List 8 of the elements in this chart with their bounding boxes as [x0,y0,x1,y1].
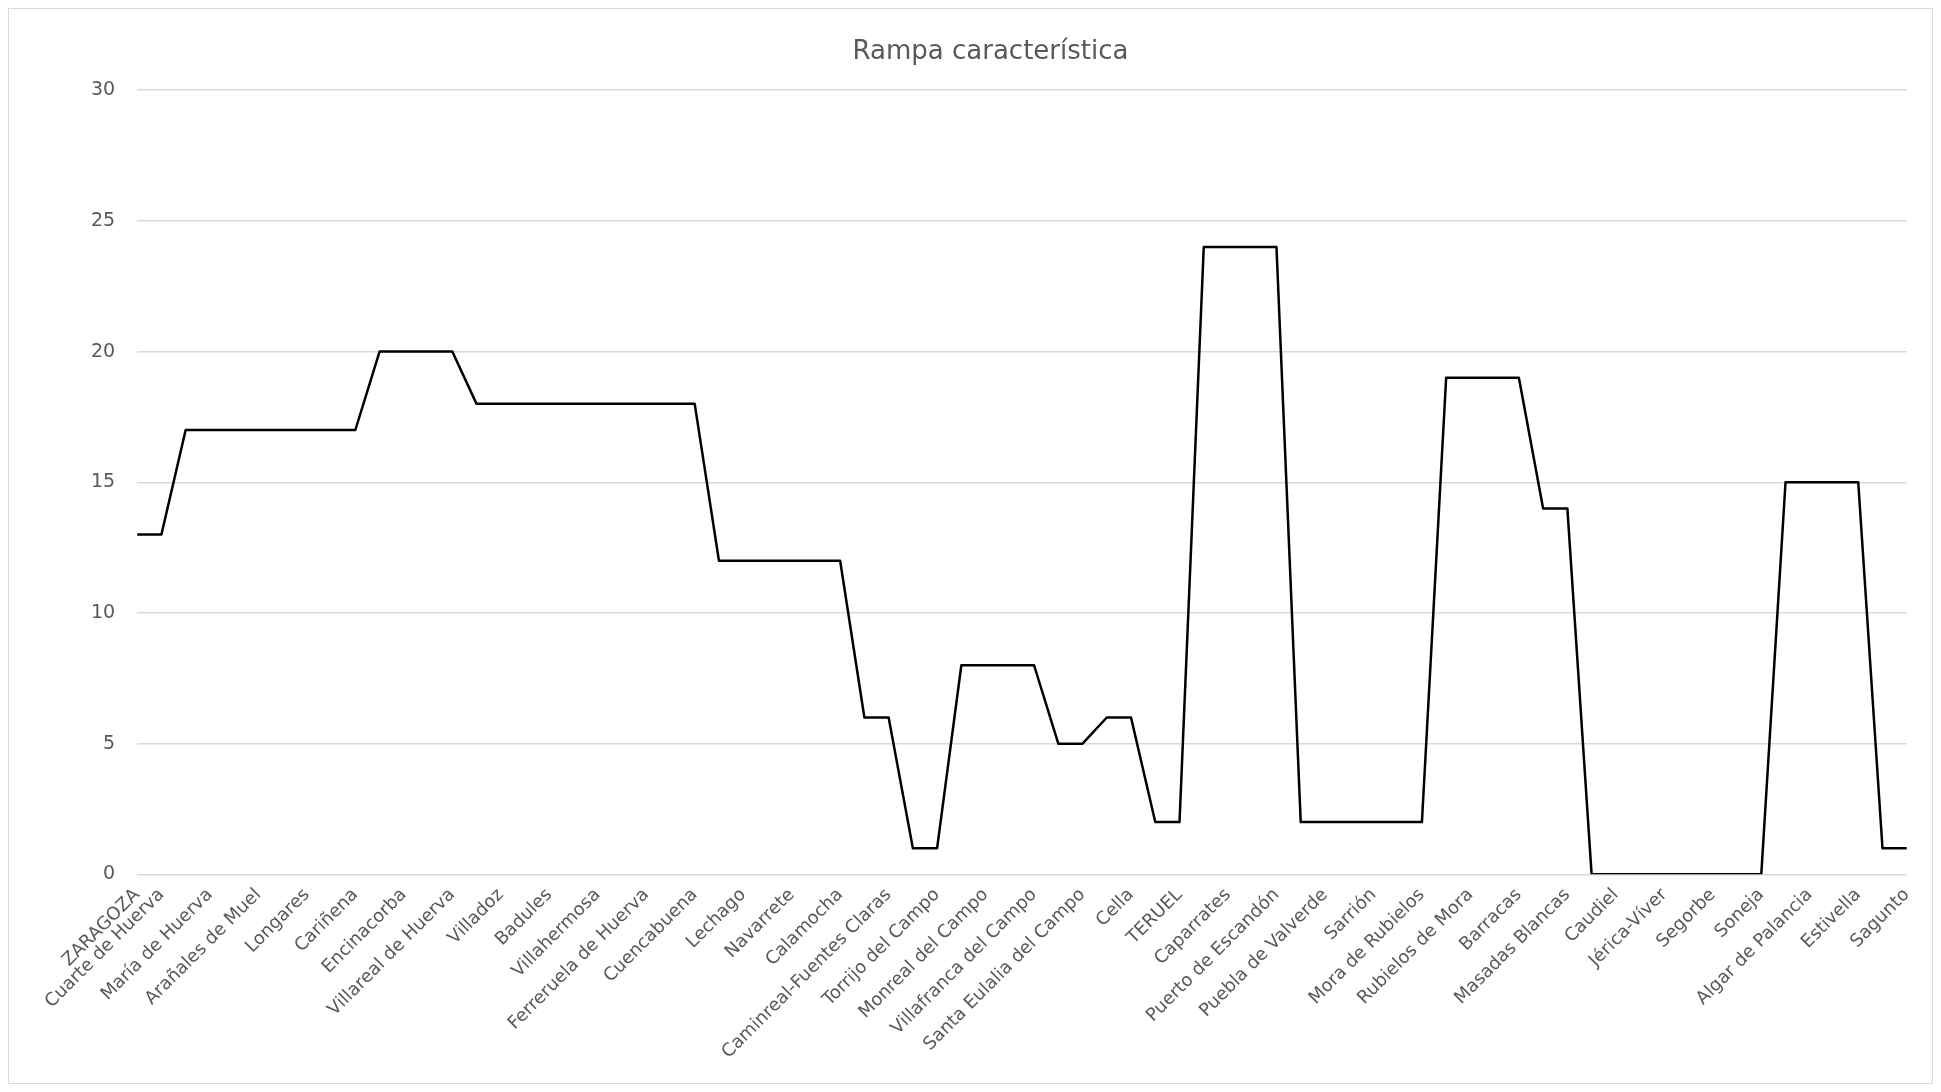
y-tick-label: 5 [103,730,116,753]
y-tick-label: 30 [90,77,116,100]
chart-title: Rampa característica [852,35,1129,66]
y-tick-label: 15 [90,469,116,492]
y-tick-label: 0 [103,861,116,884]
y-tick-label: 20 [90,338,116,361]
y-tick-label: 25 [90,207,116,230]
y-tick-label: 10 [90,599,116,622]
